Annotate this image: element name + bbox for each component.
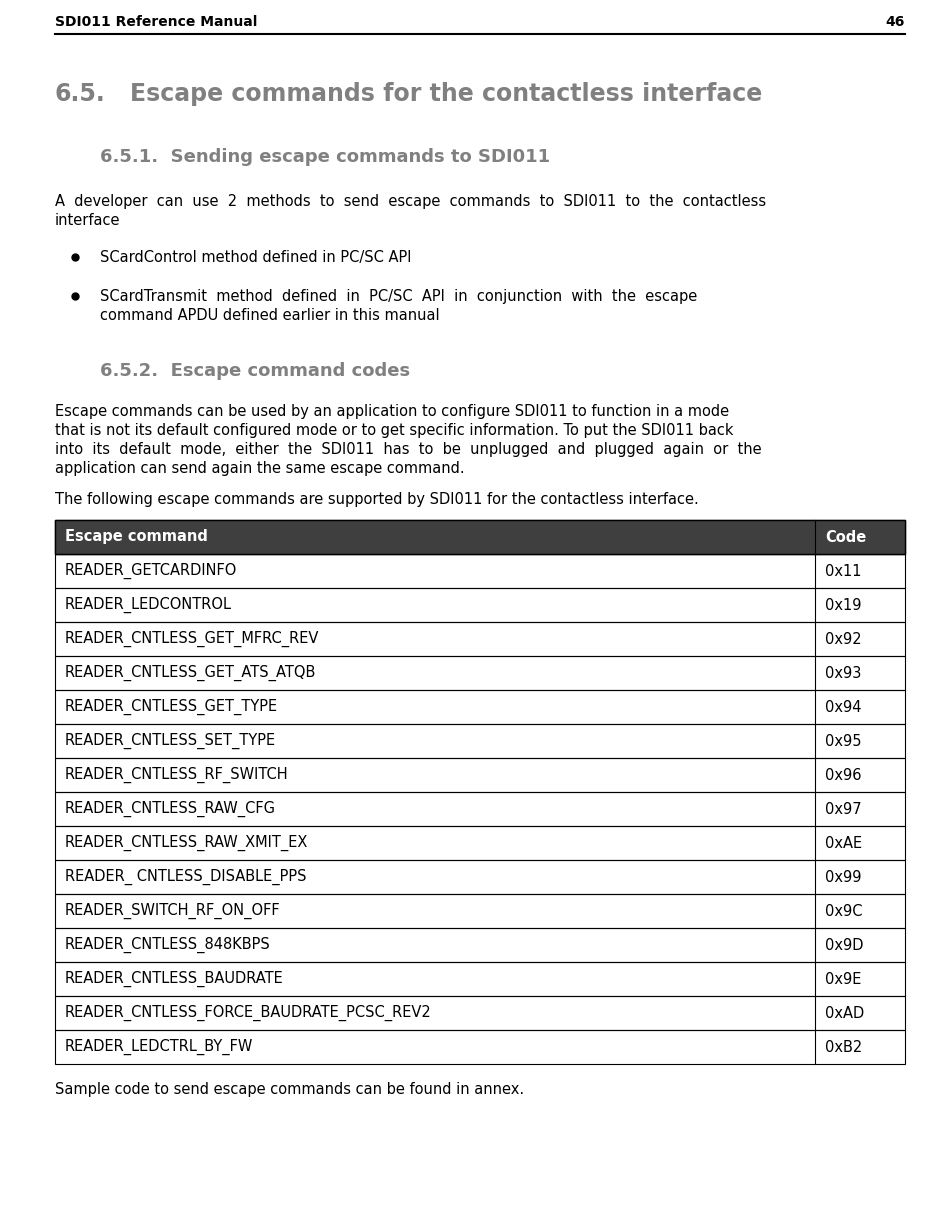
- Bar: [55, 553, 904, 588]
- Text: READER_CNTLESS_GET_MFRC_REV: READER_CNTLESS_GET_MFRC_REV: [65, 631, 319, 647]
- Bar: [55, 928, 904, 962]
- Text: 0x94: 0x94: [824, 700, 861, 714]
- Bar: [55, 588, 904, 622]
- Text: 6.5.: 6.5.: [55, 82, 106, 106]
- Text: READER_CNTLESS_FORCE_BAUDRATE_PCSC_REV2: READER_CNTLESS_FORCE_BAUDRATE_PCSC_REV2: [65, 1004, 431, 1022]
- Text: READER_LEDCTRL_BY_FW: READER_LEDCTRL_BY_FW: [65, 1039, 253, 1056]
- Text: READER_CNTLESS_GET_ATS_ATQB: READER_CNTLESS_GET_ATS_ATQB: [65, 664, 316, 681]
- Text: 0x9E: 0x9E: [824, 972, 861, 986]
- Text: 0xB2: 0xB2: [824, 1040, 862, 1054]
- Bar: [55, 622, 904, 656]
- Text: that is not its default configured mode or to get specific information. To put t: that is not its default configured mode …: [55, 423, 733, 438]
- Text: 0xAE: 0xAE: [824, 835, 862, 851]
- Bar: [55, 724, 904, 758]
- Text: 0x99: 0x99: [824, 869, 861, 885]
- Text: SDI011 Reference Manual: SDI011 Reference Manual: [55, 15, 257, 29]
- Text: 6.5.2.  Escape command codes: 6.5.2. Escape command codes: [100, 362, 409, 380]
- Text: 0x11: 0x11: [824, 563, 861, 579]
- Text: READER_SWITCH_RF_ON_OFF: READER_SWITCH_RF_ON_OFF: [65, 903, 280, 919]
- Bar: [55, 758, 904, 792]
- Text: 0x97: 0x97: [824, 802, 861, 817]
- Text: 0x9C: 0x9C: [824, 903, 862, 918]
- Bar: [55, 521, 904, 553]
- Bar: [55, 553, 904, 588]
- Text: 0xAD: 0xAD: [824, 1006, 863, 1020]
- Text: READER_CNTLESS_RF_SWITCH: READER_CNTLESS_RF_SWITCH: [65, 767, 288, 783]
- Bar: [55, 894, 904, 928]
- Text: into  its  default  mode,  either  the  SDI011  has  to  be  unplugged  and  plu: into its default mode, either the SDI011…: [55, 442, 761, 457]
- Text: READER_CNTLESS_RAW_CFG: READER_CNTLESS_RAW_CFG: [65, 801, 276, 817]
- Text: 0x95: 0x95: [824, 734, 861, 748]
- Text: Sample code to send escape commands can be found in annex.: Sample code to send escape commands can …: [55, 1082, 524, 1097]
- Bar: [55, 690, 904, 724]
- Bar: [55, 996, 904, 1030]
- Text: SCardTransmit  method  defined  in  PC/SC  API  in  conjunction  with  the  esca: SCardTransmit method defined in PC/SC AP…: [100, 289, 697, 304]
- Bar: [55, 962, 904, 996]
- Text: 0x9D: 0x9D: [824, 937, 863, 952]
- Text: 0x93: 0x93: [824, 666, 861, 680]
- Text: READER_CNTLESS_GET_TYPE: READER_CNTLESS_GET_TYPE: [65, 698, 278, 716]
- Bar: [55, 521, 904, 553]
- Bar: [55, 826, 904, 859]
- Bar: [55, 792, 904, 826]
- Bar: [55, 656, 904, 690]
- Bar: [55, 928, 904, 962]
- Bar: [55, 826, 904, 859]
- Bar: [55, 690, 904, 724]
- Bar: [55, 792, 904, 826]
- Text: A  developer  can  use  2  methods  to  send  escape  commands  to  SDI011  to  : A developer can use 2 methods to send es…: [55, 194, 765, 208]
- Bar: [55, 656, 904, 690]
- Text: READER_GETCARDINFO: READER_GETCARDINFO: [65, 563, 237, 579]
- Bar: [55, 1030, 904, 1064]
- Text: Escape command: Escape command: [65, 529, 208, 545]
- Text: Escape commands can be used by an application to configure SDI011 to function in: Escape commands can be used by an applic…: [55, 403, 728, 419]
- Text: application can send again the same escape command.: application can send again the same esca…: [55, 461, 465, 475]
- Bar: [55, 724, 904, 758]
- Text: 0x19: 0x19: [824, 597, 861, 612]
- Text: READER_CNTLESS_RAW_XMIT_EX: READER_CNTLESS_RAW_XMIT_EX: [65, 835, 308, 851]
- Text: READER_ CNTLESS_DISABLE_PPS: READER_ CNTLESS_DISABLE_PPS: [65, 869, 307, 885]
- Text: 0x96: 0x96: [824, 768, 861, 783]
- Text: The following escape commands are supported by SDI011 for the contactless interf: The following escape commands are suppor…: [55, 492, 698, 507]
- Text: READER_LEDCONTROL: READER_LEDCONTROL: [65, 597, 231, 613]
- Bar: [55, 962, 904, 996]
- Text: Code: Code: [824, 529, 865, 545]
- Text: interface: interface: [55, 213, 120, 228]
- Bar: [55, 1030, 904, 1064]
- Text: command APDU defined earlier in this manual: command APDU defined earlier in this man…: [100, 308, 439, 323]
- Text: READER_CNTLESS_BAUDRATE: READER_CNTLESS_BAUDRATE: [65, 970, 284, 987]
- Text: 6.5.1.  Sending escape commands to SDI011: 6.5.1. Sending escape commands to SDI011: [100, 147, 549, 166]
- Bar: [55, 859, 904, 894]
- Text: READER_CNTLESS_848KBPS: READER_CNTLESS_848KBPS: [65, 937, 270, 953]
- Text: READER_CNTLESS_SET_TYPE: READER_CNTLESS_SET_TYPE: [65, 733, 276, 750]
- Text: SCardControl method defined in PC/SC API: SCardControl method defined in PC/SC API: [100, 250, 411, 265]
- Bar: [55, 859, 904, 894]
- Bar: [55, 622, 904, 656]
- Bar: [55, 996, 904, 1030]
- Text: 46: 46: [884, 15, 904, 29]
- Bar: [55, 894, 904, 928]
- Bar: [55, 588, 904, 622]
- Text: 0x92: 0x92: [824, 631, 861, 646]
- Bar: [55, 758, 904, 792]
- Text: Escape commands for the contactless interface: Escape commands for the contactless inte…: [129, 82, 762, 106]
